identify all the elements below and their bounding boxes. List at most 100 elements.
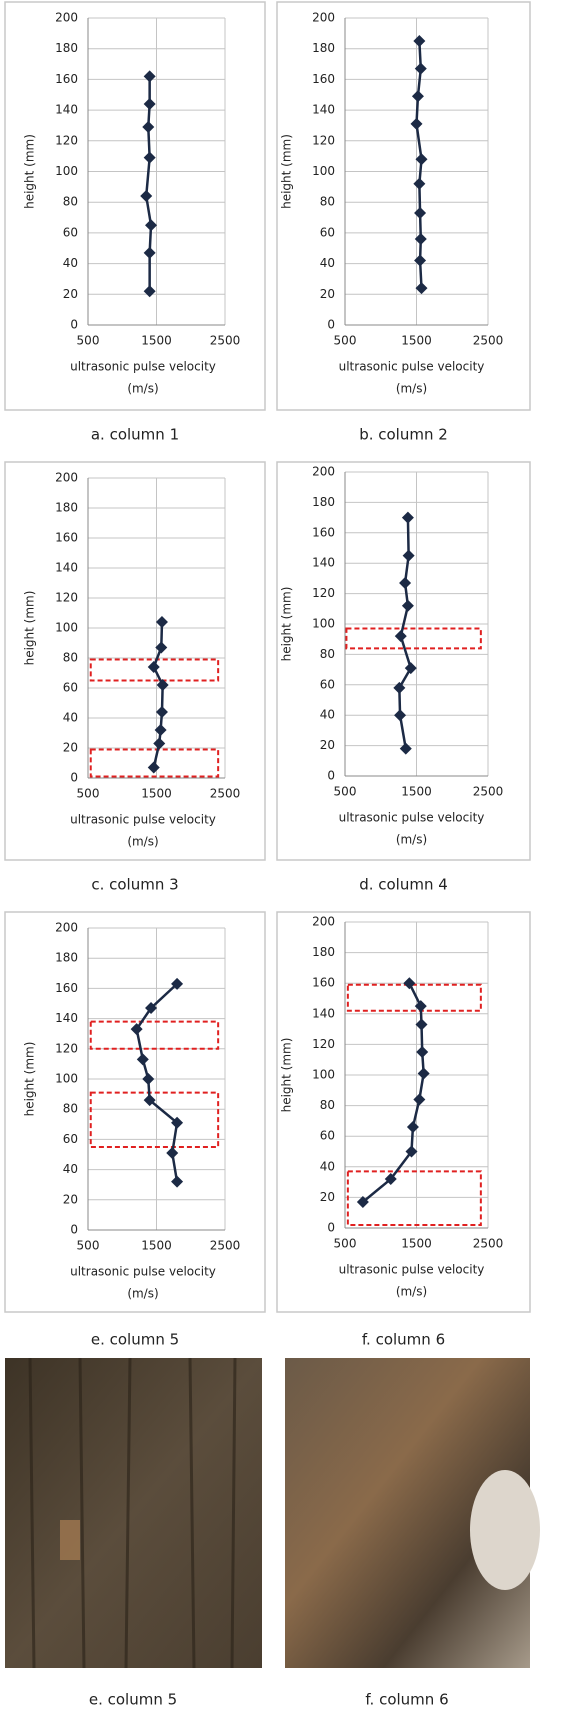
photo-fungus <box>470 1470 540 1590</box>
x-tick-label: 2500 <box>210 787 241 801</box>
data-point <box>143 97 156 110</box>
data-point <box>142 120 155 133</box>
y-axis-label: height (mm) <box>280 1038 294 1113</box>
y-tick-label: 0 <box>327 1221 335 1235</box>
data-point <box>394 709 407 722</box>
y-tick-label: 60 <box>63 1132 78 1146</box>
caption: c. column 3 <box>91 876 178 894</box>
x-axis-label: (m/s) <box>127 382 158 396</box>
y-tick-label: 0 <box>70 771 78 785</box>
y-tick-label: 40 <box>320 708 335 722</box>
y-tick-label: 60 <box>320 225 335 239</box>
y-tick-label: 60 <box>320 677 335 691</box>
y-tick-label: 140 <box>55 103 78 117</box>
y-axis-label: height (mm) <box>280 134 294 209</box>
x-tick-label: 500 <box>77 787 100 801</box>
data-point <box>153 737 166 750</box>
data-point <box>413 1093 426 1106</box>
data-point <box>140 190 153 203</box>
y-tick-label: 120 <box>312 586 335 600</box>
data-point <box>156 679 169 691</box>
y-tick-label: 180 <box>312 945 335 959</box>
y-tick-label: 140 <box>312 1006 335 1020</box>
x-tick-label: 1500 <box>401 785 432 799</box>
data-point <box>155 616 168 628</box>
chart-panel: 0 20 40 60 80 100 120 140 160 180 200 500 1500 2500 he… <box>4 461 266 861</box>
data-point <box>403 977 416 990</box>
y-tick-label: 160 <box>55 531 78 545</box>
data-point <box>142 1073 155 1085</box>
data-line <box>415 40 423 289</box>
highlight-box <box>89 748 220 778</box>
y-tick-label: 140 <box>312 556 335 570</box>
panel-frame <box>4 461 266 861</box>
data-point <box>393 681 406 694</box>
data-point <box>406 1121 419 1134</box>
y-axis-label: height (mm) <box>23 1042 37 1117</box>
y-tick-label: 20 <box>320 287 335 301</box>
panel-frame <box>276 1 531 411</box>
y-tick-label: 100 <box>312 617 335 631</box>
data-point <box>415 1018 428 1031</box>
y-tick-label: 200 <box>312 11 335 25</box>
highlight-box <box>89 1020 220 1050</box>
data-point <box>414 62 427 75</box>
y-tick-label: 200 <box>55 921 78 935</box>
data-point <box>143 151 156 164</box>
y-tick-label: 140 <box>312 103 335 117</box>
caption: e. column 5 <box>91 1331 179 1349</box>
data-point <box>401 511 414 524</box>
y-tick-label: 20 <box>320 1190 335 1204</box>
photo-column-5 <box>5 1358 262 1668</box>
x-tick-label: 1500 <box>141 334 172 348</box>
x-tick-label: 2500 <box>210 334 241 348</box>
data-point <box>145 1002 158 1015</box>
y-tick-label: 200 <box>55 471 78 485</box>
y-tick-label: 80 <box>320 195 335 209</box>
y-tick-label: 60 <box>63 681 78 695</box>
data-point <box>154 724 167 736</box>
y-tick-label: 160 <box>312 976 335 990</box>
x-axis-label: ultrasonic pulse velocity <box>70 360 216 374</box>
y-tick-label: 100 <box>55 164 78 178</box>
x-tick-label: 1500 <box>141 1239 172 1253</box>
x-tick-label: 1500 <box>141 787 172 801</box>
data-point <box>399 576 412 589</box>
data-point <box>415 282 428 295</box>
y-tick-label: 160 <box>55 981 78 995</box>
y-tick-label: 40 <box>320 256 335 270</box>
y-tick-label: 20 <box>63 287 78 301</box>
y-tick-label: 80 <box>63 651 78 665</box>
y-tick-label: 0 <box>327 318 335 332</box>
caption: a. column 1 <box>91 426 179 444</box>
data-point <box>405 1145 418 1158</box>
y-tick-label: 80 <box>63 1102 78 1116</box>
x-axis-label: ultrasonic pulse velocity <box>339 1263 485 1277</box>
x-axis-label: ultrasonic pulse velocity <box>70 1265 216 1279</box>
y-tick-label: 160 <box>312 72 335 86</box>
x-tick-label: 2500 <box>473 785 504 799</box>
data-point <box>155 641 168 654</box>
x-axis-label: ultrasonic pulse velocity <box>339 811 485 825</box>
y-tick-label: 120 <box>55 133 78 147</box>
y-tick-label: 160 <box>312 525 335 539</box>
y-tick-label: 100 <box>312 1068 335 1082</box>
chart-panel: 0 20 40 60 80 100 120 140 160 180 200 500 1500 2500 he… <box>276 461 531 861</box>
data-point <box>145 219 158 232</box>
highlight-box <box>89 658 220 682</box>
data-point <box>414 233 427 246</box>
y-tick-label: 40 <box>63 256 78 270</box>
panel-frame <box>4 1 266 411</box>
caption: d. column 4 <box>359 876 448 894</box>
y-tick-label: 40 <box>63 1162 78 1176</box>
y-tick-label: 100 <box>312 164 335 178</box>
chart-panel: 0 20 40 60 80 100 120 140 160 180 200 500 1500 2500 he… <box>276 1 531 411</box>
data-point <box>171 1116 184 1129</box>
y-tick-label: 20 <box>63 1192 78 1206</box>
caption: f. column 6 <box>365 1691 448 1709</box>
data-point <box>147 661 160 673</box>
photo-texture <box>28 1357 237 1669</box>
data-point <box>147 761 160 774</box>
y-tick-label: 200 <box>55 11 78 25</box>
